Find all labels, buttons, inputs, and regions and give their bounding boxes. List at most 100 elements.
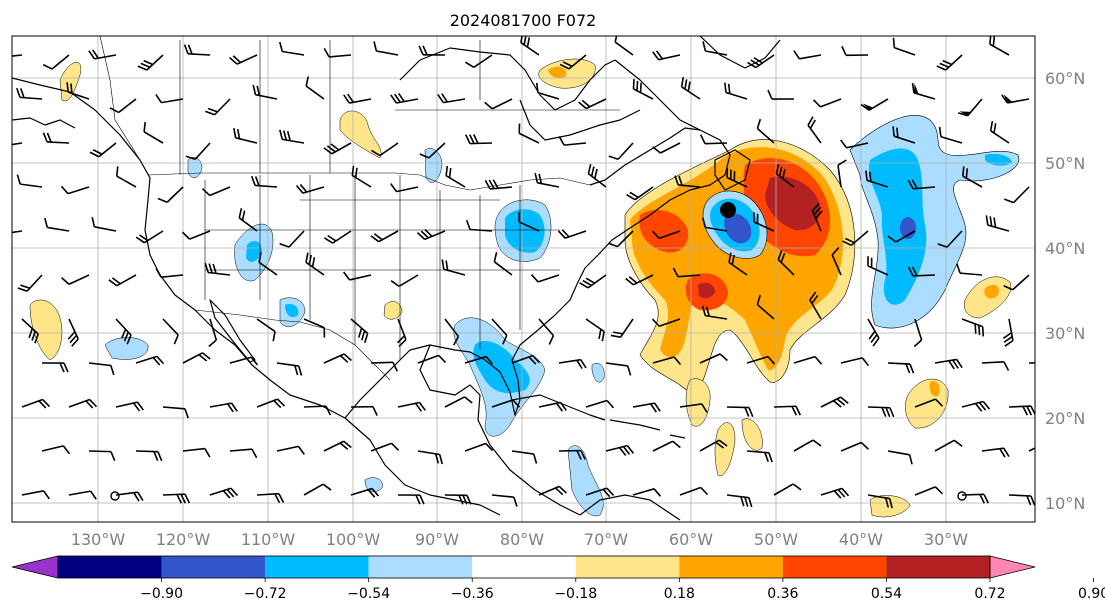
- wind-barb: [484, 98, 513, 110]
- wind-barb: [465, 54, 493, 69]
- wind-barb: [323, 353, 352, 364]
- wind-barb: [840, 139, 869, 149]
- wind-barb: [652, 50, 681, 61]
- wind-barb: [343, 93, 372, 104]
- wind-barb: [17, 274, 43, 292]
- longitude-label: 90°W: [415, 530, 459, 549]
- wind-barb: [726, 167, 748, 188]
- wind-barb: [370, 361, 398, 372]
- wind-barb: [820, 396, 849, 408]
- latitude-label: 40°N: [1045, 239, 1085, 258]
- cold-patch-pacific-south: [364, 477, 383, 492]
- wind-barb: [632, 402, 661, 413]
- wind-barb: [728, 252, 748, 276]
- wind-barb: [605, 444, 635, 456]
- wind-barb: [182, 352, 211, 364]
- wind-barb: [373, 41, 399, 56]
- wind-barb: [680, 77, 701, 100]
- wind-barb: [652, 142, 681, 154]
- wind-barb: [1028, 362, 1035, 364]
- colorbar-extend-low: [11, 555, 59, 579]
- colorbar-tick-label: −0.36: [451, 586, 494, 602]
- wind-barb: [464, 355, 494, 365]
- wind-barb: [465, 219, 493, 232]
- wind-barb: [16, 174, 43, 188]
- wind-barb: [323, 142, 352, 155]
- wind-barb: [607, 230, 634, 248]
- wind-barb: [350, 405, 378, 416]
- wind-barb: [491, 399, 521, 408]
- wind-barb: [775, 164, 795, 188]
- warm-anomaly-max: [698, 176, 821, 299]
- wind-barbs: [12, 36, 1035, 509]
- wind-barb: [820, 487, 850, 499]
- wind-barb: [66, 82, 90, 100]
- wind-barb: [137, 54, 164, 71]
- coastline-labrador: [614, 59, 701, 131]
- wind-barb: [256, 492, 285, 504]
- colorbar-swatch: [265, 556, 369, 578]
- wind-barb: [911, 82, 936, 100]
- wind-barb: [892, 126, 916, 144]
- wind-barb: [558, 358, 587, 370]
- wind-barb: [441, 259, 466, 276]
- wind-barb: [1008, 494, 1035, 506]
- wind-barb: [201, 186, 231, 197]
- wind-barb: [155, 93, 184, 104]
- wind-barb: [390, 274, 419, 288]
- map-background: [12, 36, 1035, 522]
- longitude-label: 110°W: [241, 530, 296, 549]
- wind-barb: [626, 186, 654, 201]
- latitude-label: 50°N: [1045, 154, 1085, 173]
- wind-barb: [416, 228, 446, 241]
- wind-barb: [370, 230, 399, 243]
- wind-barb: [88, 450, 116, 462]
- wind-barb: [625, 274, 654, 286]
- wind-barb: [773, 405, 802, 416]
- wind-barb: [700, 134, 728, 145]
- wind-barb: [204, 262, 231, 276]
- wind-barb: [42, 54, 70, 70]
- wind-barb: [962, 166, 983, 188]
- wind-barb: [343, 271, 372, 281]
- wind-barb: [397, 401, 426, 412]
- border-us-mexico: [194, 309, 391, 381]
- latitude-label: 20°N: [1045, 409, 1085, 428]
- wind-barb: [181, 230, 211, 240]
- wind-barb: [538, 401, 567, 412]
- wind-barb: [679, 486, 709, 496]
- wind-barb: [279, 129, 305, 144]
- longitude-label: 60°W: [669, 530, 713, 549]
- wind-barb: [135, 450, 163, 462]
- colorbar-swatch: [161, 556, 266, 578]
- wind-barb: [530, 274, 560, 283]
- wind-barb: [484, 179, 513, 190]
- wind-barb: [15, 87, 43, 100]
- wind-barb: [116, 166, 137, 188]
- wind-barb: [746, 450, 773, 463]
- wind-barb: [1004, 186, 1030, 204]
- wind-barb: [887, 362, 915, 374]
- wind-barb: [840, 441, 870, 452]
- wind-barb: [651, 230, 681, 240]
- colorbar-frame: [57, 555, 991, 579]
- wind-barb: [12, 230, 23, 235]
- wind-barb: [370, 442, 400, 452]
- wind-barb: [390, 183, 419, 193]
- wind-barb: [756, 118, 775, 144]
- wind-barb: [936, 54, 963, 71]
- longitude-label: 50°W: [754, 530, 798, 549]
- wind-barb: [303, 405, 332, 416]
- wind-barb: [464, 442, 494, 452]
- longitude-label: 120°W: [156, 530, 211, 549]
- wind-barb: [756, 294, 775, 320]
- wind-barb: [1003, 274, 1030, 291]
- map-panel: [12, 36, 1035, 522]
- wind-barb: [278, 41, 305, 56]
- wind-barb: [865, 170, 889, 188]
- wind-barb: [162, 406, 189, 419]
- wind-barb: [961, 318, 985, 337]
- wind-barb: [934, 439, 963, 452]
- wind-barb: [699, 439, 728, 452]
- wind-barb: [831, 247, 842, 276]
